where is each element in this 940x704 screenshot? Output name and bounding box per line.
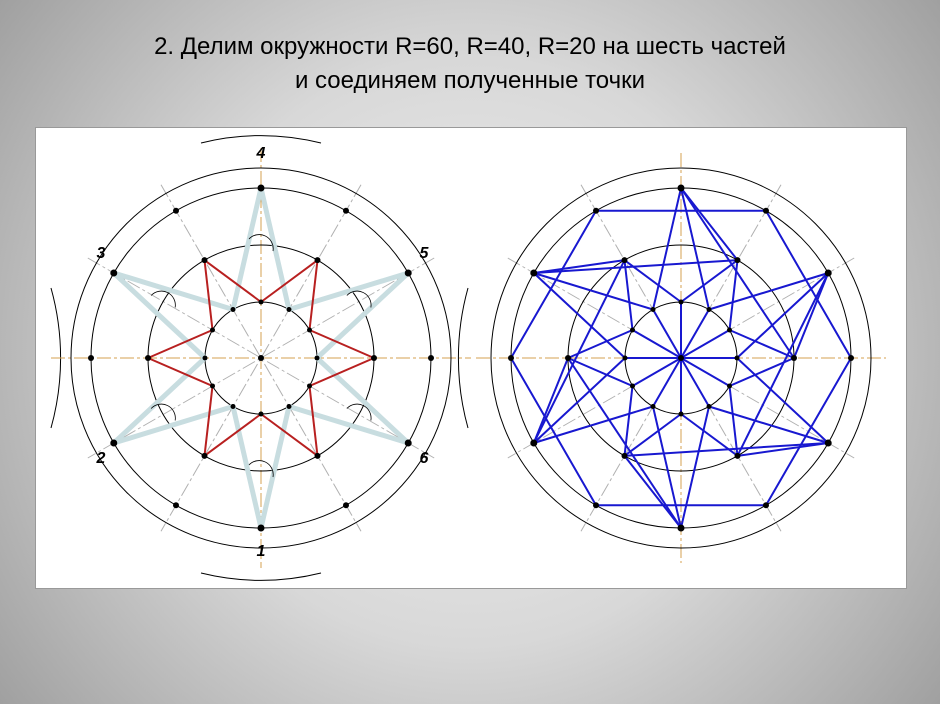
title-line2: и соединяем полученные точки	[295, 67, 645, 94]
svg-text:3: 3	[97, 245, 106, 262]
svg-text:4: 4	[256, 145, 266, 162]
diagram-panel: 1 2 3 4 5 6	[35, 127, 907, 589]
left-figure: 1 2 3 4 5 6	[51, 136, 471, 581]
right-figure	[476, 153, 886, 563]
svg-text:6: 6	[420, 450, 429, 467]
svg-text:1: 1	[257, 543, 266, 560]
diagram-svg: 1 2 3 4 5 6	[36, 128, 906, 588]
svg-text:5: 5	[420, 245, 430, 262]
svg-text:2: 2	[96, 450, 106, 467]
page-title: 2. Делим окружности R=60, R=40, R=20 на …	[0, 0, 940, 117]
title-line1: 2. Делим окружности R=60, R=40, R=20 на …	[154, 33, 786, 60]
